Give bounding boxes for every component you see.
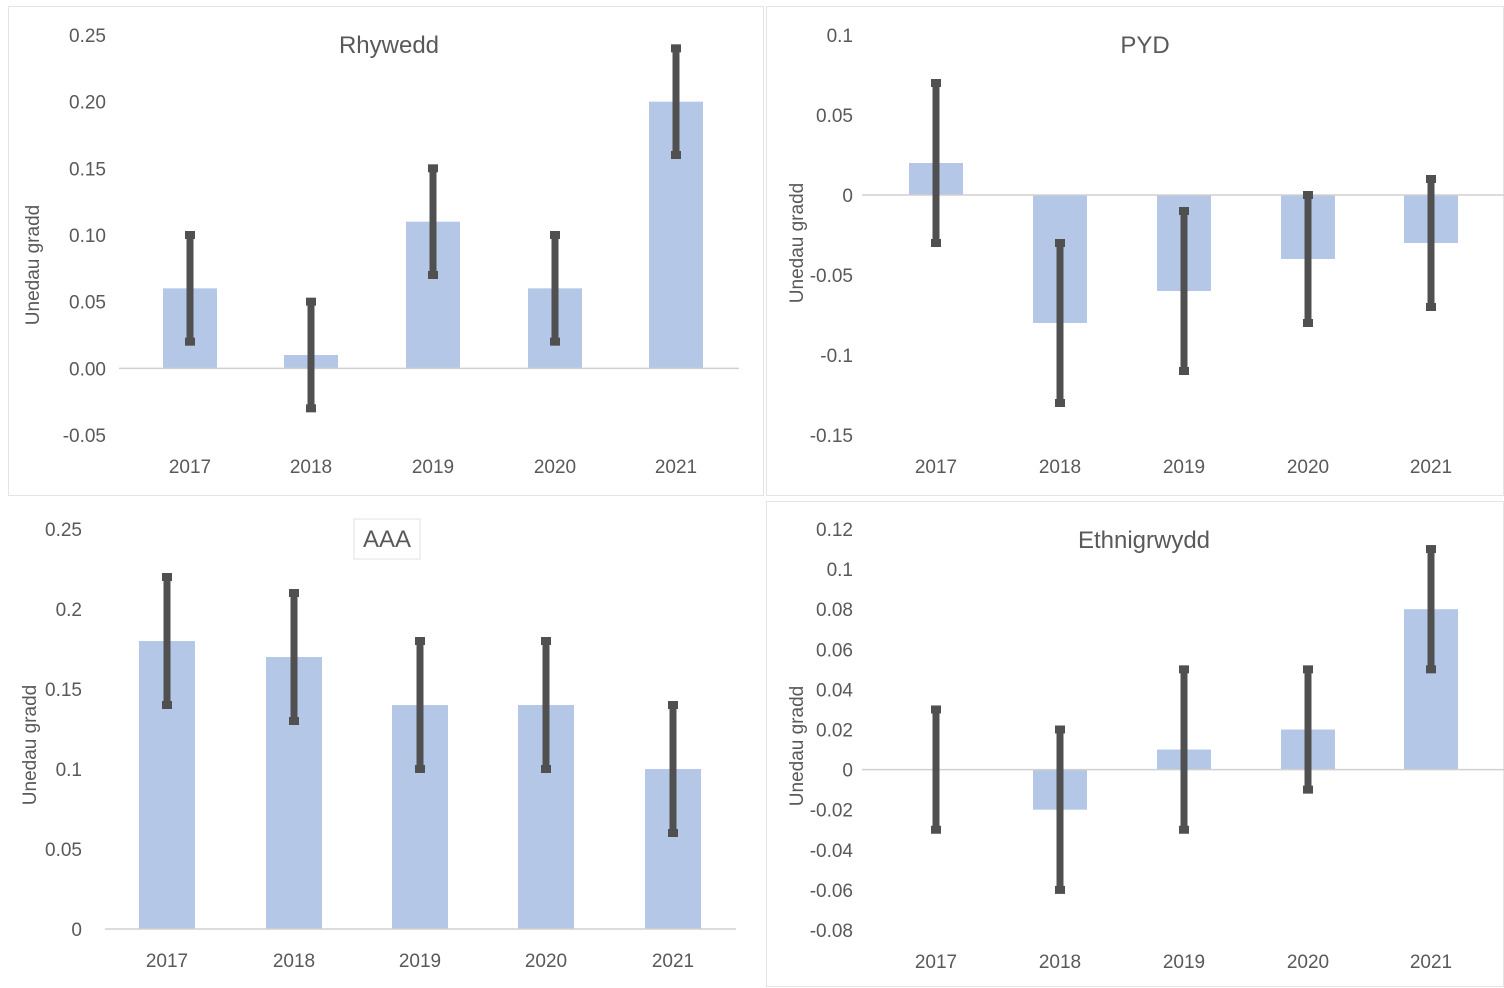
error-bar [931, 79, 941, 247]
x-tick-label: 2020 [1287, 457, 1329, 478]
y-tick-label: 0 [842, 186, 853, 207]
y-tick-label: 0.15 [69, 159, 106, 180]
error-bar [1055, 725, 1065, 894]
y-axis-label: Unedau gradd [20, 685, 41, 805]
chart-title: Ethnigrwydd [1078, 527, 1210, 554]
x-tick-label: 2021 [1410, 457, 1452, 478]
error-bar [415, 637, 425, 773]
y-axis-label: Unedau gradd [787, 183, 808, 303]
y-tick-label: 0.12 [816, 520, 853, 541]
y-tick-label: -0.05 [63, 426, 106, 447]
x-tick-label: 2021 [1410, 952, 1452, 973]
y-tick-label: 0 [71, 920, 82, 941]
x-tick-label: 2019 [399, 951, 441, 972]
y-tick-label: -0.06 [810, 881, 853, 902]
y-tick-label: -0.02 [810, 801, 853, 822]
bar-chart: PYD Unedau gradd 0.1 0.05 0 -0.05 -0.1 -0.15 201… [787, 26, 1504, 478]
error-bar [162, 573, 172, 709]
y-tick-label: -0.15 [810, 426, 853, 447]
error-bar [1179, 665, 1189, 834]
y-tick-label: 0.10 [69, 226, 106, 247]
y-tick-label: 0.1 [827, 26, 853, 47]
error-bar [1303, 191, 1313, 327]
bar-chart: Rhywedd Unedau gradd 0.25 0.20 0.15 0.10 0.05 0… [23, 26, 739, 478]
y-tick-label: 0.06 [816, 640, 853, 661]
y-tick-label: -0.05 [810, 266, 853, 287]
y-tick-label: 0 [842, 761, 853, 782]
bar-chart: AAA Unedau gradd 0.25 0.2 0.15 0.1 0.05 0 2017 20… [20, 518, 736, 972]
y-axis-label: Unedau gradd [23, 205, 44, 325]
error-bar [306, 297, 316, 413]
error-bar [1055, 239, 1065, 407]
chart-panel-rhywedd: Rhywedd Unedau gradd 0.25 0.20 0.15 0.10 0.05 0… [8, 6, 764, 496]
x-tick-label: 2017 [915, 952, 957, 973]
error-bar [671, 44, 681, 159]
y-tick-label: -0.1 [820, 346, 853, 367]
x-tick-label: 2020 [534, 457, 576, 478]
y-tick-label: -0.08 [810, 921, 853, 942]
y-tick-label: 0.00 [69, 359, 106, 380]
x-tick-label: 2021 [652, 951, 694, 972]
error-bar [541, 637, 551, 773]
y-tick-label: 0.05 [45, 840, 82, 861]
chart-title-box [353, 518, 421, 560]
chart-panel-aaa: AAA Unedau gradd 0.25 0.2 0.15 0.1 0.05 0 2017 20… [0, 499, 764, 987]
x-tick-label: 2018 [1039, 952, 1081, 973]
y-tick-label: 0.15 [45, 680, 82, 701]
error-bar [550, 231, 560, 346]
y-tick-label: -0.04 [810, 841, 854, 862]
chart-title: Rhywedd [339, 32, 439, 59]
error-bar [668, 701, 678, 837]
error-bar [1426, 545, 1436, 674]
error-bar [931, 705, 941, 834]
error-bar [1179, 207, 1189, 375]
x-tick-label: 2018 [290, 457, 332, 478]
x-tick-label: 2019 [412, 457, 454, 478]
y-tick-label: 0.04 [816, 680, 853, 701]
x-tick-label: 2019 [1163, 952, 1205, 973]
error-bar [289, 589, 299, 725]
x-tick-label: 2018 [273, 951, 315, 972]
y-tick-label: 0.1 [56, 760, 82, 781]
x-tick-label: 2017 [146, 951, 188, 972]
x-tick-label: 2017 [915, 457, 957, 478]
bar-chart: Ethnigrwydd Unedau gradd 0.12 0.1 0.08 0.06 0.… [787, 520, 1504, 973]
x-tick-label: 2018 [1039, 457, 1081, 478]
y-tick-label: 0.08 [816, 600, 853, 621]
chart-title: PYD [1120, 32, 1169, 59]
error-bar [1426, 175, 1436, 311]
chart-panel-ethnigrwydd: Ethnigrwydd Unedau gradd 0.12 0.1 0.08 0.06 0.… [766, 501, 1504, 987]
error-bar [185, 231, 195, 346]
chart-title: AAA [363, 526, 411, 553]
y-tick-label: 0.20 [69, 93, 106, 114]
y-tick-label: 0.25 [69, 26, 106, 47]
error-bar [428, 164, 438, 279]
y-tick-label: 0.1 [827, 560, 853, 581]
y-tick-label: 0.05 [816, 106, 853, 127]
chart-panel-pyd: PYD Unedau gradd 0.1 0.05 0 -0.05 -0.1 -0.15 201… [766, 6, 1504, 496]
error-bar [1303, 665, 1313, 794]
x-tick-label: 2020 [525, 951, 567, 972]
x-tick-label: 2020 [1287, 952, 1329, 973]
y-tick-label: 0.2 [56, 600, 82, 621]
y-tick-label: 0.05 [69, 293, 106, 314]
x-tick-label: 2019 [1163, 457, 1205, 478]
y-tick-label: 0.25 [45, 520, 82, 541]
x-tick-label: 2017 [169, 457, 211, 478]
x-tick-label: 2021 [655, 457, 697, 478]
y-tick-label: 0.02 [816, 721, 853, 742]
y-axis-label: Unedau gradd [787, 686, 808, 806]
